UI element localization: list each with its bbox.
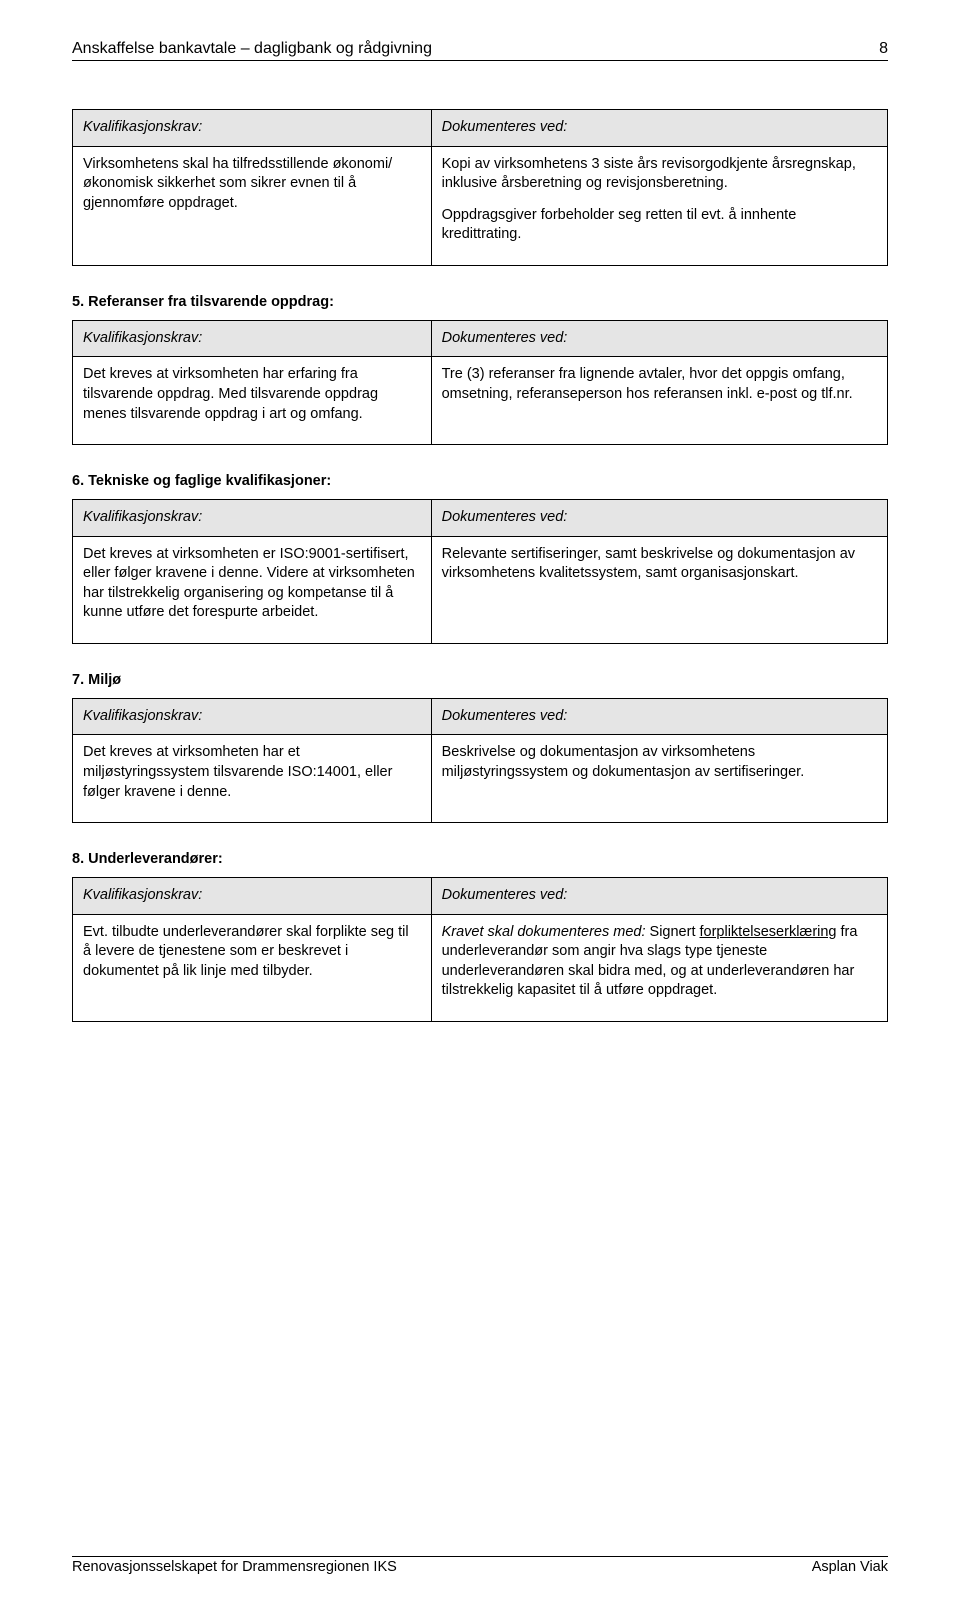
krav-text: Det kreves at virksomheten er ISO:9001-s… xyxy=(83,545,421,623)
dok-header: Dokumenteres ved: xyxy=(431,878,887,915)
page-footer: Renovasjonsselskapet for Drammensregione… xyxy=(72,1556,888,1575)
section-heading: 5. Referanser fra tilsvarende oppdrag: xyxy=(72,294,888,310)
dok-cell: Tre (3) referanser fra lignende avtaler,… xyxy=(431,357,887,445)
kvalifikasjon-table: Kvalifikasjonskrav:Dokumenteres ved: Det … xyxy=(72,698,888,823)
krav-cell: Virksomhetens skal ha tilfredsstillende … xyxy=(73,146,432,265)
dok-header: Dokumenteres ved: xyxy=(431,500,887,537)
kvalifikasjon-table: Kvalifikasjonskrav:Dokumenteres ved: Det … xyxy=(72,320,888,445)
krav-header: Kvalifikasjonskrav: xyxy=(73,878,432,915)
dok-header: Dokumenteres ved: xyxy=(431,320,887,357)
dok-text: Oppdragsgiver forbeholder seg retten til… xyxy=(442,206,877,245)
dok-cell: Kopi av virksomhetens 3 siste års reviso… xyxy=(431,146,887,265)
header-page-number: 8 xyxy=(879,40,888,58)
dok-text: Kopi av virksomhetens 3 siste års reviso… xyxy=(442,155,877,194)
footer-left: Renovasjonsselskapet for Drammensregione… xyxy=(72,1559,397,1575)
kvalifikasjon-table: Kvalifikasjonskrav:Dokumenteres ved: Virk… xyxy=(72,109,888,266)
dok-cell: Beskrivelse og dokumentasjon av virksomh… xyxy=(431,735,887,823)
header-title: Anskaffelse bankavtale – dagligbank og r… xyxy=(72,40,432,58)
krav-text: Virksomhetens skal ha tilfredsstillende … xyxy=(83,155,421,214)
dok-cell: Relevante sertifiseringer, samt beskrive… xyxy=(431,536,887,643)
footer-right: Asplan Viak xyxy=(812,1559,888,1575)
krav-cell: Det kreves at virksomheten er ISO:9001-s… xyxy=(73,536,432,643)
section-heading: 8. Underleverandører: xyxy=(72,851,888,867)
dok-text: Relevante sertifiseringer, samt beskrive… xyxy=(442,545,877,584)
section-heading: 6. Tekniske og faglige kvalifikasjoner: xyxy=(72,473,888,489)
krav-text: Det kreves at virksomheten har erfaring … xyxy=(83,365,421,424)
krav-cell: Evt. tilbudte underleverandører skal for… xyxy=(73,914,432,1021)
dok-text: Tre (3) referanser fra lignende avtaler,… xyxy=(442,365,877,404)
dok-header: Dokumenteres ved: xyxy=(431,110,887,147)
dok-text: Beskrivelse og dokumentasjon av virksomh… xyxy=(442,743,877,782)
krav-cell: Det kreves at virksomheten har erfaring … xyxy=(73,357,432,445)
kvalifikasjon-table: Kvalifikasjonskrav:Dokumenteres ved: Det … xyxy=(72,499,888,644)
page-header: Anskaffelse bankavtale – dagligbank og r… xyxy=(72,40,888,61)
krav-header: Kvalifikasjonskrav: xyxy=(73,698,432,735)
krav-text: Evt. tilbudte underleverandører skal for… xyxy=(83,923,421,982)
krav-cell: Det kreves at virksomheten har et miljøs… xyxy=(73,735,432,823)
dok-header: Dokumenteres ved: xyxy=(431,698,887,735)
sections-container: Kvalifikasjonskrav:Dokumenteres ved:Virk… xyxy=(72,109,888,1022)
dok-text: Kravet skal dokumenteres med: Signert fo… xyxy=(442,923,877,1001)
kvalifikasjon-table: Kvalifikasjonskrav:Dokumenteres ved: Evt.… xyxy=(72,877,888,1022)
dok-cell: Kravet skal dokumenteres med: Signert fo… xyxy=(431,914,887,1021)
krav-header: Kvalifikasjonskrav: xyxy=(73,500,432,537)
krav-header: Kvalifikasjonskrav: xyxy=(73,110,432,147)
document-page: Anskaffelse bankavtale – dagligbank og r… xyxy=(0,0,960,1613)
krav-header: Kvalifikasjonskrav: xyxy=(73,320,432,357)
section-heading: 7. Miljø xyxy=(72,672,888,688)
krav-text: Det kreves at virksomheten har et miljøs… xyxy=(83,743,421,802)
